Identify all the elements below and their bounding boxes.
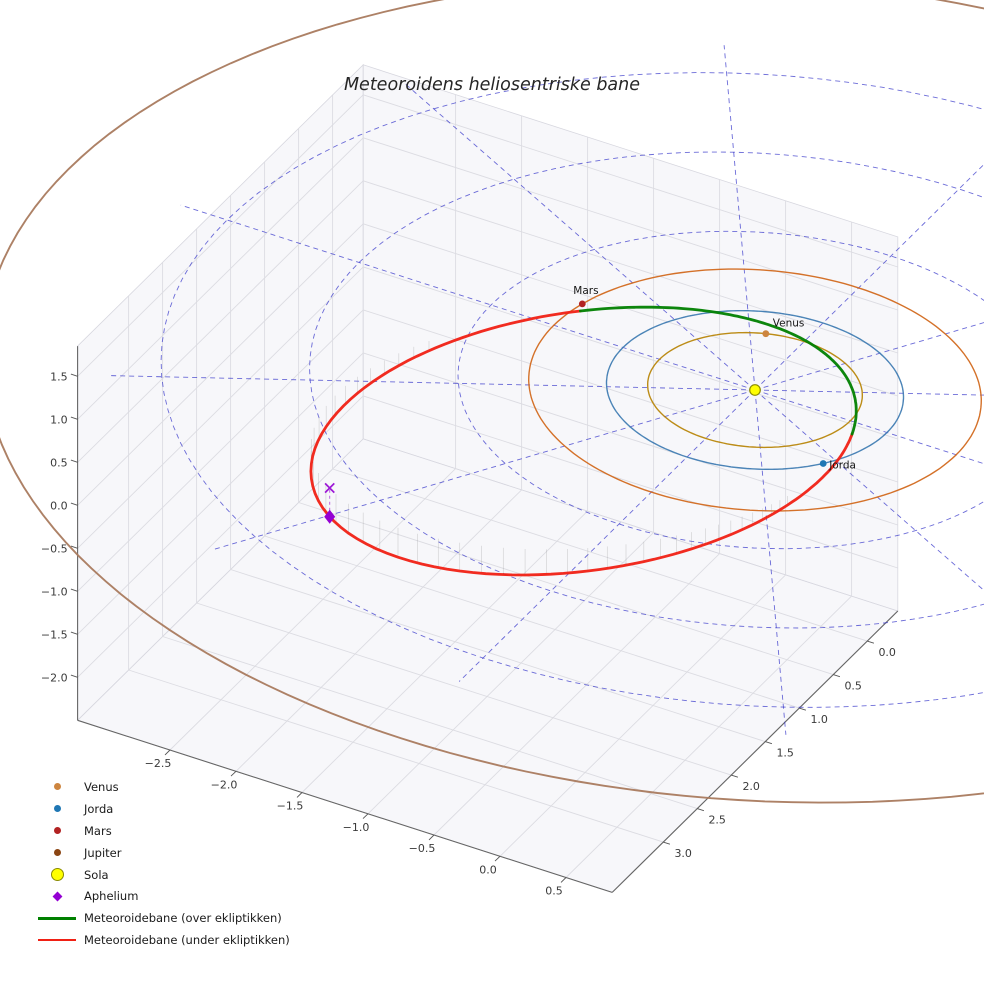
meteoroid-orbit-below-ecliptic — [309, 309, 854, 577]
z-axis-tick-label: −1.5 — [41, 628, 68, 641]
y-axis-tick-label: 1.0 — [810, 713, 828, 726]
legend-item-4: Sola — [36, 864, 290, 886]
legend-dot-marker — [36, 783, 78, 791]
axis-panes — [76, 63, 899, 893]
z-axis-tick-label: 0.0 — [50, 499, 68, 512]
planet-marker-jorda — [819, 460, 827, 467]
aphelium-marker — [324, 509, 336, 524]
diamond-swatch — [52, 891, 62, 902]
legend-line-marker — [36, 938, 78, 942]
x-axis-tick-label: 0.0 — [479, 863, 497, 876]
x-axis-tick-label: −1.5 — [277, 800, 304, 813]
aphelium-group — [324, 482, 336, 524]
legend-line-marker — [36, 916, 78, 920]
legend: Venus Jorda Mars Jupiter Sola Aphelium Meteoro… — [36, 776, 290, 951]
x-axis-tick-label: −1.0 — [343, 821, 370, 834]
legend-label: Sola — [84, 867, 109, 882]
z-axis-tick-label: −0.5 — [41, 542, 68, 555]
z-axis-tick-label: 1.5 — [50, 370, 68, 383]
x-axis-tick-label: −0.5 — [409, 842, 436, 855]
z-axis-tick-label: 0.5 — [50, 456, 68, 469]
plot-title: Meteoroidens heliosentriske bane — [343, 75, 641, 95]
dot-swatch — [53, 783, 61, 791]
y-axis-tick-label: 3.0 — [674, 847, 692, 860]
dot-swatch — [50, 868, 64, 881]
sun-marker-dot — [749, 384, 761, 396]
x-axis-tick-label: −2.5 — [145, 757, 172, 770]
planet-markers: Venus Jorda Mars — [573, 285, 856, 472]
y-axis-tick-label: 0.5 — [844, 680, 862, 693]
legend-item-1: Jorda — [36, 798, 290, 820]
legend-dot-marker — [36, 868, 78, 881]
legend-item-6: Meteoroidebane (over ekliptikken) — [36, 907, 290, 929]
legend-diamond-marker — [36, 891, 78, 902]
y-axis-tick-label: 0.0 — [878, 646, 896, 659]
aphelium-projection-x-marker — [324, 482, 335, 494]
planet-label-mars: Mars — [573, 285, 598, 297]
orbit-jorda — [605, 310, 905, 470]
legend-dot-marker — [36, 805, 78, 813]
dot-swatch — [53, 849, 61, 857]
y-axis-tick-label: 2.0 — [742, 780, 760, 793]
planet-label-jorda: Jorda — [828, 460, 856, 472]
x-axis-tick-label: −2.0 — [211, 778, 238, 791]
meteoroid-orbit-above-ecliptic — [579, 305, 858, 436]
legend-label: Meteoroidebane (under ekliptikken) — [84, 933, 290, 948]
y-axis-tick-label: 2.5 — [708, 814, 726, 827]
legend-dot-marker — [36, 827, 78, 835]
wall-grids — [77, 94, 898, 878]
legend-label: Jorda — [84, 801, 114, 816]
planet-marker-venus — [762, 330, 770, 338]
legend-item-2: Mars — [36, 820, 290, 842]
planet-label-venus: Venus — [773, 318, 805, 330]
legend-label: Mars — [84, 823, 112, 838]
planet-marker-mars — [578, 300, 586, 308]
orbit-drop-stems — [310, 341, 788, 575]
dot-swatch — [53, 805, 61, 813]
legend-label: Jupiter — [84, 845, 122, 860]
legend-label: Aphelium — [84, 889, 139, 904]
line-swatch — [38, 916, 76, 920]
orbit-jupiter — [0, 0, 984, 804]
y-axis-tick-label: 1.5 — [776, 747, 794, 760]
legend-item-7: Meteoroidebane (under ekliptikken) — [36, 929, 290, 951]
dot-swatch — [53, 827, 61, 835]
legend-item-3: Jupiter — [36, 842, 290, 864]
legend-label: Venus — [84, 779, 119, 794]
legend-item-5: Aphelium — [36, 885, 290, 907]
z-axis-tick-label: 1.0 — [50, 413, 68, 426]
x-axis-tick-label: 0.5 — [545, 885, 563, 898]
legend-label: Meteoroidebane (over ekliptikken) — [84, 911, 282, 926]
orbit-mars — [527, 268, 983, 512]
z-axis-tick-label: −2.0 — [41, 671, 68, 684]
axis-lines-and-ticks: −2.5 −2.0 −1.5 −1.0 −0.5 0.0 0.5 0.0 0.5 1.0 1.5 2.… — [41, 346, 899, 898]
sun-marker — [749, 384, 761, 396]
legend-item-0: Venus — [36, 776, 290, 798]
line-swatch — [38, 938, 76, 942]
legend-dot-marker — [36, 849, 78, 857]
orbit-venus — [647, 331, 863, 449]
z-axis-tick-label: −1.0 — [41, 585, 68, 598]
